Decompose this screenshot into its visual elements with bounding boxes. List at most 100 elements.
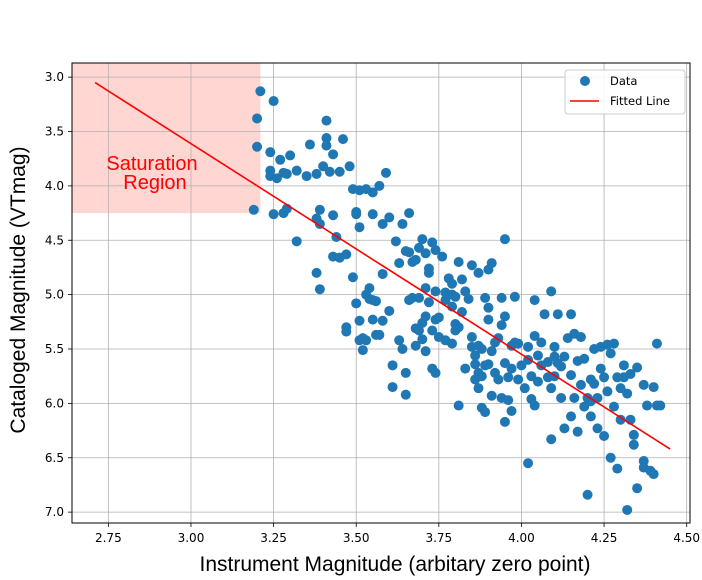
x-tick-label: 2.75 bbox=[95, 531, 122, 545]
data-point bbox=[648, 469, 659, 480]
legend-data-marker bbox=[580, 76, 590, 86]
data-point bbox=[575, 379, 586, 390]
x-tick-label: 3.50 bbox=[343, 531, 370, 545]
data-point bbox=[595, 363, 606, 374]
data-point bbox=[526, 371, 537, 382]
data-point bbox=[367, 314, 378, 325]
data-point bbox=[566, 411, 577, 422]
data-point bbox=[281, 168, 292, 179]
x-axis-title: Instrument Magnitude (arbitary zero poin… bbox=[199, 553, 590, 576]
data-point bbox=[423, 297, 434, 308]
data-point bbox=[433, 312, 444, 323]
data-point bbox=[460, 363, 471, 374]
data-point bbox=[589, 378, 600, 389]
data-point bbox=[324, 166, 335, 177]
data-point bbox=[453, 322, 464, 333]
fitted-line-layer bbox=[94, 81, 671, 450]
data-point bbox=[420, 311, 431, 322]
data-point bbox=[354, 315, 365, 326]
data-point bbox=[559, 351, 570, 362]
data-point bbox=[513, 338, 524, 349]
data-point bbox=[417, 334, 428, 345]
data-point bbox=[483, 302, 494, 313]
data-point bbox=[427, 325, 438, 336]
data-point bbox=[341, 249, 352, 260]
data-point bbox=[605, 348, 616, 359]
data-point bbox=[321, 140, 332, 151]
data-point bbox=[387, 382, 398, 393]
data-point bbox=[529, 400, 540, 411]
y-tick-label: 5.5 bbox=[45, 342, 64, 356]
data-point bbox=[483, 314, 494, 325]
data-point bbox=[579, 353, 590, 364]
data-point bbox=[483, 359, 494, 370]
x-tick-label: 3.75 bbox=[425, 531, 452, 545]
data-point bbox=[569, 392, 580, 403]
y-tick-label: 6.0 bbox=[45, 396, 64, 410]
data-point bbox=[291, 165, 302, 176]
data-point bbox=[414, 325, 425, 336]
data-point bbox=[470, 359, 481, 370]
data-point bbox=[608, 338, 619, 349]
data-point bbox=[506, 363, 517, 374]
data-point bbox=[404, 208, 415, 219]
data-point bbox=[367, 209, 378, 220]
x-axis-ticks: 2.75 3.00 3.25 3.50 3.75 4.00 4.25 4.50 bbox=[95, 523, 700, 545]
data-point bbox=[394, 258, 405, 269]
data-point bbox=[466, 332, 477, 343]
data-point bbox=[314, 204, 325, 215]
data-point bbox=[377, 218, 388, 229]
data-points bbox=[248, 86, 666, 515]
data-point bbox=[516, 360, 527, 371]
data-point bbox=[493, 374, 504, 385]
data-point bbox=[546, 383, 557, 394]
y-tick-label: 4.0 bbox=[45, 179, 64, 193]
data-point bbox=[377, 268, 388, 279]
data-point bbox=[622, 388, 633, 399]
data-point bbox=[450, 291, 461, 302]
data-point bbox=[618, 360, 629, 371]
data-point bbox=[509, 291, 520, 302]
data-point bbox=[314, 284, 325, 295]
data-point bbox=[347, 272, 358, 283]
data-point bbox=[285, 150, 296, 161]
data-point bbox=[575, 332, 586, 343]
data-point bbox=[394, 335, 405, 346]
data-point bbox=[556, 361, 567, 372]
data-point bbox=[301, 171, 312, 182]
data-point bbox=[559, 423, 570, 434]
data-point bbox=[605, 452, 616, 463]
data-point bbox=[265, 147, 276, 158]
y-axis-ticks: 3.0 3.5 4.0 4.5 5.0 5.5 6.0 6.5 7.0 bbox=[45, 70, 72, 519]
data-point bbox=[304, 139, 315, 150]
data-point bbox=[529, 330, 540, 341]
data-point bbox=[410, 340, 421, 351]
data-point bbox=[420, 346, 431, 357]
data-point bbox=[592, 392, 603, 403]
legend-label-data: Data bbox=[610, 74, 637, 88]
data-point bbox=[599, 372, 610, 383]
data-point bbox=[476, 371, 487, 382]
data-point bbox=[268, 96, 279, 107]
data-point bbox=[456, 274, 467, 285]
data-point bbox=[252, 141, 263, 152]
data-point bbox=[496, 320, 507, 331]
data-point bbox=[427, 237, 438, 248]
data-point bbox=[397, 218, 408, 229]
data-point bbox=[608, 401, 619, 412]
data-point bbox=[371, 296, 382, 307]
plot-frame bbox=[71, 62, 691, 524]
legend: Data Fitted Line bbox=[564, 69, 686, 115]
data-point bbox=[463, 293, 474, 304]
data-point bbox=[648, 382, 659, 393]
data-point bbox=[628, 429, 639, 440]
data-point bbox=[255, 86, 266, 97]
y-tick-label: 5.0 bbox=[45, 288, 64, 302]
data-point bbox=[536, 337, 547, 348]
data-point bbox=[311, 267, 322, 278]
data-point bbox=[430, 286, 441, 297]
data-point bbox=[341, 326, 352, 337]
data-point bbox=[625, 369, 636, 380]
data-point bbox=[318, 161, 329, 172]
data-point bbox=[248, 204, 259, 215]
